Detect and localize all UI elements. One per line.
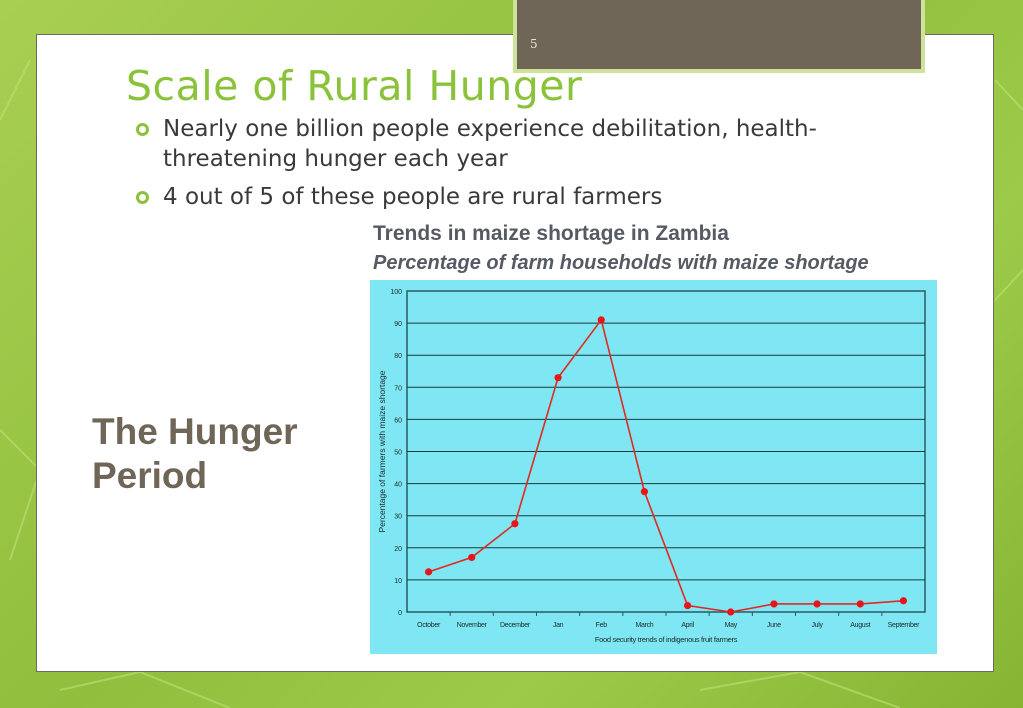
- x-tick-label: September: [888, 622, 921, 629]
- line-chart: 0 10 20 30 40 50 60 70 80 90 100 October November De…: [370, 280, 937, 654]
- x-tick-label: May: [725, 622, 738, 629]
- data-point: [468, 553, 476, 562]
- data-point: [770, 600, 778, 608]
- y-tick-label: 40: [394, 482, 402, 489]
- circle-bullet-icon: [136, 191, 149, 204]
- data-point: [856, 600, 864, 608]
- side-heading-line: The Hunger: [92, 411, 298, 452]
- y-axis-label: Percentage of farmers with maize shortag…: [377, 370, 387, 532]
- slide-number-tab: [517, 0, 921, 69]
- x-tick-label: October: [417, 622, 441, 629]
- x-tick-labels: October November December Jan Feb March April M…: [417, 612, 920, 629]
- data-point: [813, 600, 821, 608]
- x-tick-label: March: [635, 622, 653, 629]
- data-point: [727, 608, 735, 616]
- slide-number: 5: [530, 37, 538, 51]
- chart-subtitle: Percentage of farm households with maize…: [373, 252, 869, 274]
- side-heading-line: Period: [92, 455, 208, 496]
- chart-background: [370, 280, 937, 654]
- x-tick-label: June: [767, 622, 781, 629]
- x-tick-label: July: [811, 622, 823, 629]
- y-tick-label: 0: [398, 610, 402, 617]
- y-tick-labels: 0 10 20 30 40 50 60 70 80 90 100: [390, 289, 402, 617]
- circle-bullet-icon: [136, 123, 149, 136]
- y-tick-label: 10: [394, 578, 402, 585]
- data-point: [424, 568, 433, 576]
- x-tick-label: November: [457, 622, 488, 629]
- y-tick-label: 30: [394, 514, 402, 521]
- x-tick-label: August: [850, 622, 870, 629]
- data-point: [640, 488, 649, 496]
- bullet-text: Nearly one billion people experience deb…: [163, 116, 817, 172]
- chart-container: 0 10 20 30 40 50 60 70 80 90 100 October November De…: [370, 280, 937, 654]
- data-point: [597, 316, 605, 324]
- side-heading: The Hunger Period: [92, 410, 352, 498]
- bullet-text: 4 out of 5 of these people are rural far…: [163, 184, 663, 210]
- data-point: [554, 374, 562, 382]
- series-line: [428, 318, 904, 613]
- x-tick-label: December: [500, 622, 531, 629]
- data-point: [511, 520, 519, 528]
- y-tick-label: 90: [394, 321, 402, 328]
- bullet-item: 4 out of 5 of these people are rural far…: [136, 182, 896, 212]
- bullet-list: Nearly one billion people experience deb…: [136, 114, 896, 220]
- chart-title: Trends in maize shortage in Zambia: [373, 222, 729, 245]
- y-tick-label: 50: [394, 450, 402, 457]
- y-tick-label: 80: [394, 353, 402, 360]
- data-point: [683, 601, 692, 610]
- x-axis-label: Food security trends of indigenous fruit…: [595, 635, 738, 644]
- x-tick-label: Jan: [553, 622, 564, 629]
- y-tick-label: 20: [394, 546, 402, 553]
- y-tick-label: 60: [394, 417, 402, 424]
- y-tick-label: 100: [390, 289, 402, 296]
- data-point: [899, 597, 908, 605]
- data-markers: [424, 316, 908, 616]
- x-tick-label: Feb: [596, 622, 608, 629]
- slide-title: Scale of Rural Hunger: [126, 62, 583, 110]
- x-tick-label: April: [681, 622, 694, 629]
- bullet-item: Nearly one billion people experience deb…: [136, 114, 896, 174]
- y-tick-label: 70: [394, 385, 402, 392]
